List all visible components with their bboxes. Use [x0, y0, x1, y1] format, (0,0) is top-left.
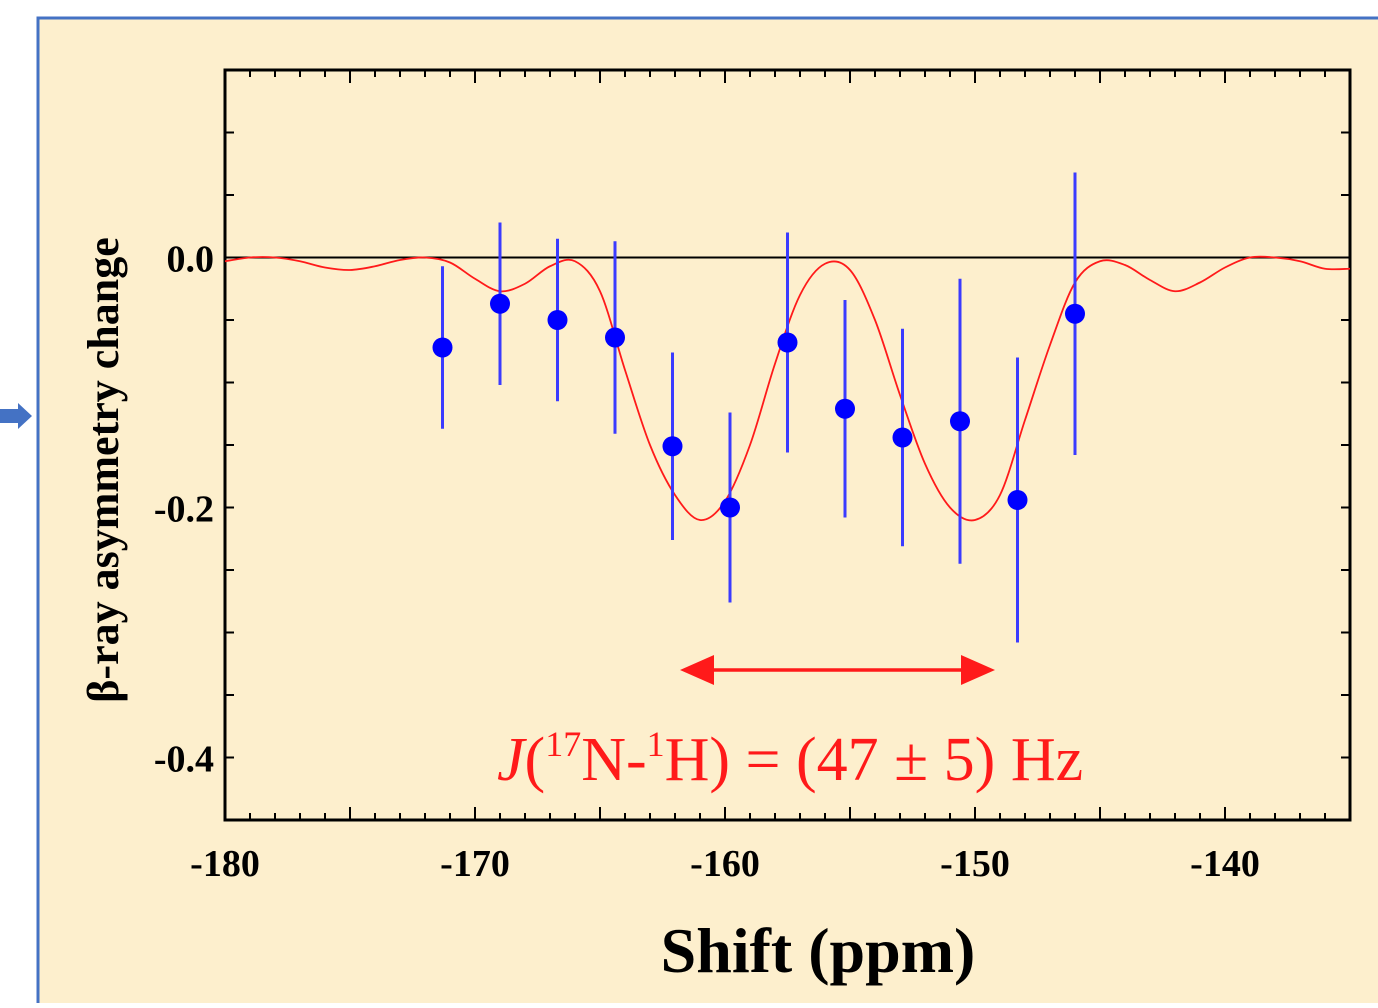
- chart-panel-background: [36, 16, 1378, 1008]
- data-point: [662, 436, 683, 457]
- x-tick-label: -140: [1190, 843, 1260, 885]
- arrow-head-right-icon: [961, 655, 995, 685]
- annotation-sup-1: 1: [647, 724, 665, 764]
- data-point: [1065, 303, 1085, 324]
- axis-ticks: [224, 69, 1351, 821]
- data-point: [777, 332, 798, 353]
- y-tick-labels: 0.0 -0.2 -0.4: [154, 239, 214, 781]
- x-axis-title: Shift (ppm): [661, 915, 976, 986]
- annotation-n-dash: N-: [581, 726, 646, 794]
- side-arrow-icon: [0, 403, 32, 429]
- annotation-sup-17: 17: [545, 724, 581, 764]
- data-point: [720, 497, 740, 518]
- annotation-h-rest: H) = (47 ± 5) Hz: [665, 726, 1084, 794]
- x-tick-label: -160: [690, 843, 760, 885]
- y-tick-label: -0.4: [154, 739, 214, 781]
- data-point: [547, 310, 568, 330]
- data-markers: [432, 293, 1085, 518]
- x-tick-label: -180: [190, 843, 260, 885]
- arrow-head-left-icon: [680, 655, 714, 685]
- data-point: [605, 327, 625, 348]
- data-point: [835, 398, 855, 419]
- x-tick-labels: -180 -170 -160 -150 -140: [190, 843, 1260, 885]
- x-tick-label: -170: [440, 843, 510, 885]
- coupling-double-arrow: [680, 655, 995, 685]
- y-axis-title: β-ray asymmetry change: [79, 237, 128, 703]
- data-point: [490, 293, 510, 314]
- data-point: [432, 337, 453, 358]
- y-tick-label: 0.0: [167, 239, 215, 281]
- annotation-open-paren: (: [525, 726, 546, 794]
- data-point: [950, 411, 970, 432]
- coupling-annotation: J(17N-1H) = (47 ± 5) Hz: [497, 724, 1083, 794]
- x-tick-label: -150: [940, 843, 1010, 885]
- y-tick-label: -0.2: [154, 489, 214, 531]
- data-point: [1007, 490, 1028, 510]
- data-point: [892, 427, 913, 448]
- annotation-j: J: [497, 726, 527, 794]
